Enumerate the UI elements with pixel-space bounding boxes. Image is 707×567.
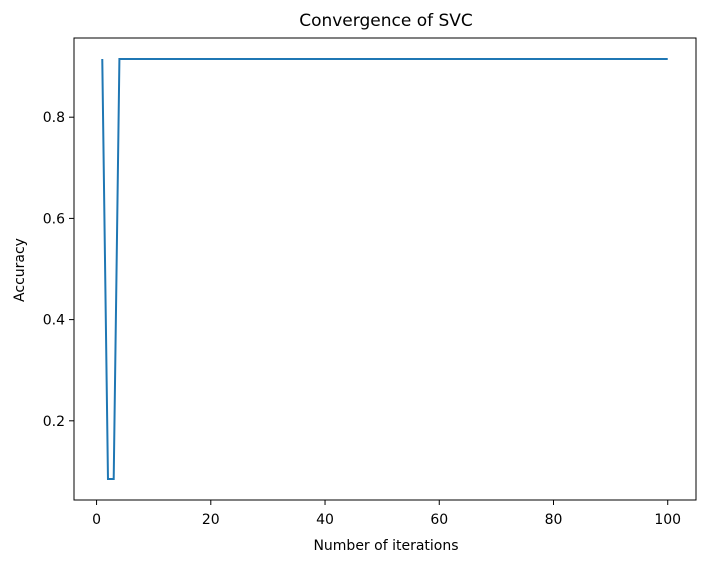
y-axis-label: Accuracy (12, 238, 28, 302)
y-tick-label: 0.4 (43, 313, 65, 329)
x-tick-label: 100 (654, 512, 681, 528)
x-tick-label: 40 (316, 512, 334, 528)
plot-frame (73, 37, 697, 501)
plot-area (101, 58, 668, 480)
y-axis-ticks: 0.2 0.4 0.6 0.8 (43, 110, 74, 430)
y-tick-label: 0.2 (43, 414, 65, 430)
y-tick-label: 0.6 (43, 211, 65, 227)
x-axis-label: Number of iterations (313, 538, 458, 554)
y-tick-label: 0.8 (43, 110, 65, 126)
accuracy-line (101, 58, 668, 480)
chart-title: Convergence of SVC (299, 11, 473, 31)
x-tick-label: 60 (430, 512, 448, 528)
x-tick-label: 0 (92, 512, 101, 528)
x-tick-label: 80 (545, 512, 563, 528)
x-tick-label: 20 (202, 512, 220, 528)
x-axis-ticks: 0 20 40 60 80 100 (92, 500, 681, 528)
